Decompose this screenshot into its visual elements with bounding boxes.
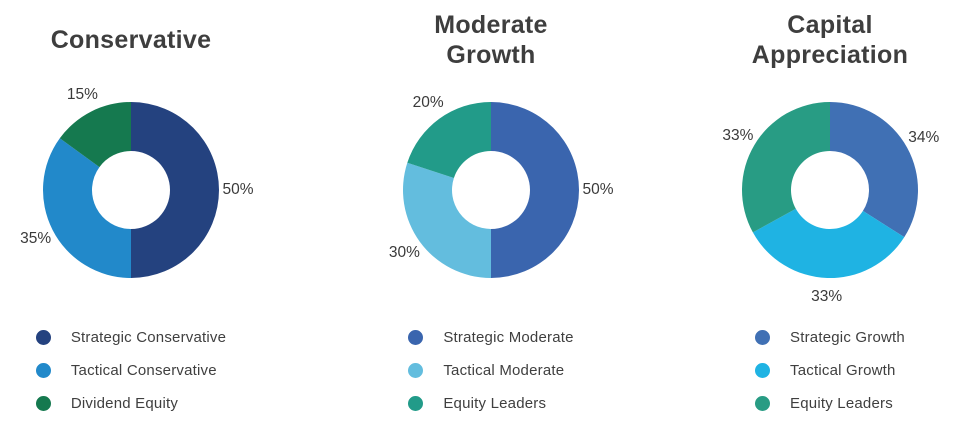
- slice-percent-label: 34%: [908, 129, 940, 147]
- chart-title-moderate-growth: Moderate Growth: [434, 10, 548, 70]
- legend-item: Tactical Conservative: [35, 359, 226, 382]
- slice-percent-label: 33%: [722, 126, 754, 144]
- chart-title-capital-appreciation: Capital Appreciation: [751, 10, 909, 70]
- legend-color-dot: [35, 330, 51, 345]
- donut-slice-strategic-growth: [830, 102, 918, 238]
- legend-color-dot: [408, 330, 424, 345]
- legend-capital-appreciation: Strategic Growth Tactical Growth Equity …: [755, 326, 905, 415]
- donut-slice-equity-leaders: [407, 102, 491, 178]
- donut-svg-capital-appreciation: [742, 102, 918, 278]
- slice-percent-label: 50%: [222, 181, 254, 198]
- legend-item: Tactical Moderate: [408, 359, 573, 382]
- donut-slice-equity-leaders: [742, 102, 830, 233]
- legend-label: Equity Leaders: [790, 395, 893, 412]
- donut-slice-tactical-moderate: [403, 162, 491, 278]
- legend-color-dot: [35, 363, 51, 378]
- donut-chart-moderate-growth: 50% 30% 20%: [330, 76, 652, 304]
- legend-label: Dividend Equity: [70, 395, 179, 412]
- donut-svg-moderate-growth: [403, 102, 579, 278]
- slice-percent-label: 15%: [66, 85, 98, 103]
- legend-color-dot: [755, 396, 771, 411]
- legend-item: Dividend Equity: [35, 392, 226, 415]
- legend-color-dot: [755, 330, 771, 345]
- legend-item: Strategic Conservative: [35, 326, 227, 349]
- legend-label: Tactical Moderate: [443, 362, 565, 379]
- slice-percent-label: 33%: [811, 287, 843, 305]
- legend-label: Strategic Moderate: [443, 329, 574, 346]
- slice-percent-label: 30%: [388, 243, 420, 261]
- legend-color-dot: [408, 363, 424, 378]
- legend-item: Strategic Growth: [755, 326, 905, 349]
- portfolio-allocation-charts: Conservative 50% 35% 15% Strategic Conserv…: [0, 4, 967, 415]
- donut-slice-tactical-growth: [752, 208, 905, 278]
- legend-item: Equity Leaders: [755, 392, 905, 415]
- donut-svg-conservative: [42, 102, 219, 278]
- donut-chart-conservative: 50% 35% 15%: [0, 76, 292, 304]
- legend-label: Tactical Growth: [790, 362, 896, 379]
- chart-title-conservative: Conservative: [50, 25, 212, 54]
- legend-label: Strategic Growth: [790, 329, 905, 346]
- legend-conservative: Strategic Conservative Tactical Conserva…: [35, 326, 227, 415]
- slice-percent-label: 20%: [412, 94, 444, 112]
- legend-color-dot: [408, 396, 424, 411]
- legend-moderate-growth: Strategic Moderate Tactical Moderate Equ…: [408, 326, 573, 415]
- legend-item: Strategic Moderate: [408, 326, 573, 349]
- legend-label: Equity Leaders: [443, 395, 547, 412]
- donut-slice-strategic-moderate: [491, 102, 579, 278]
- chart-column-capital-appreciation: Capital Appreciation 34% 33% 33% Strategic…: [669, 4, 967, 415]
- legend-color-dot: [755, 363, 771, 378]
- donut-slice-dividend-equity: [59, 102, 131, 168]
- donut-slice-strategic-conservative: [131, 102, 219, 278]
- legend-item: Tactical Growth: [755, 359, 905, 382]
- legend-label: Tactical Conservative: [70, 362, 217, 379]
- slice-percent-label: 50%: [582, 181, 614, 198]
- legend-color-dot: [35, 396, 51, 411]
- legend-label: Strategic Conservative: [70, 329, 227, 346]
- chart-column-moderate-growth: Moderate Growth 50% 30% 20% Strategic Mode…: [330, 4, 652, 415]
- chart-column-conservative: Conservative 50% 35% 15% Strategic Conserv…: [0, 4, 292, 415]
- donut-chart-capital-appreciation: 34% 33% 33%: [669, 76, 967, 305]
- donut-slice-tactical-conservative: [42, 138, 131, 278]
- legend-item: Equity Leaders: [408, 392, 573, 415]
- slice-percent-label: 35%: [20, 229, 52, 247]
